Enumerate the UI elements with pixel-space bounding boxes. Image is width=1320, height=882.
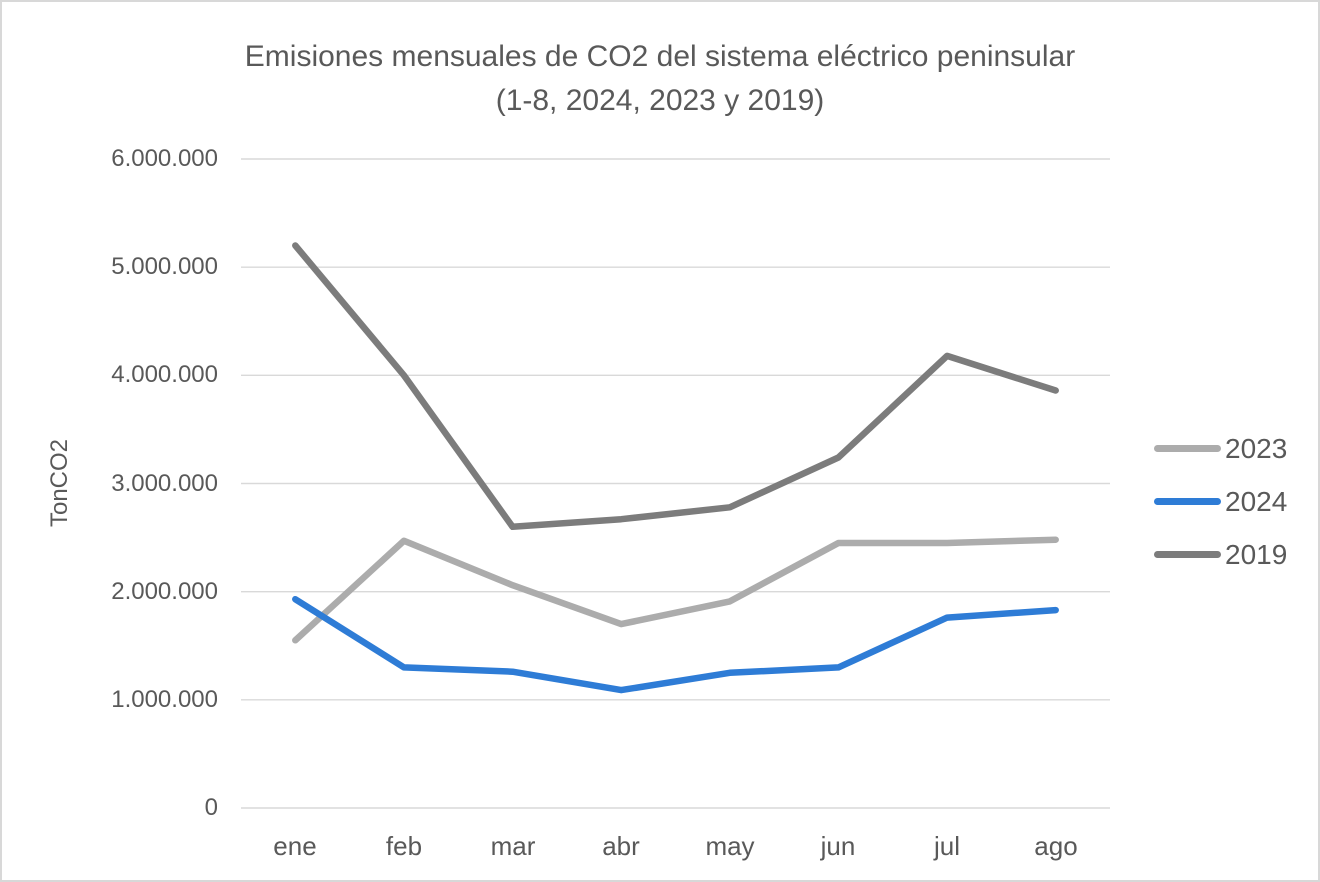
x-tick-label: ago [1034,831,1078,861]
y-tick-label: 3.000.000 [111,470,218,497]
series-line-2023 [292,536,1059,644]
x-tick-label: ene [273,831,317,861]
y-tick-label: 2.000.000 [111,578,218,605]
x-tick-label: feb [385,831,423,861]
legend-item-2019: 2019 [1154,528,1287,581]
chart-title-line2: (1-8, 2024, 2023 y 2019) [495,84,825,117]
legend: 2023 2024 2019 [1154,422,1287,581]
chart-title: Emisiones mensuales de CO2 del sistema e… [2,35,1318,123]
legend-line-swatch [1154,551,1221,558]
x-tick-label: jul [933,831,960,861]
chart-title-line1: Emisiones mensuales de CO2 del sistema e… [244,40,1076,73]
legend-label: 2023 [1225,432,1288,464]
legend-label: 2019 [1225,538,1288,570]
legend-item-2024: 2024 [1154,475,1287,528]
legend-line-swatch [1154,445,1221,452]
plot-area [241,158,1110,809]
y-tick-label: 4.000.000 [111,361,218,388]
legend-line-swatch [1154,498,1221,505]
series-line-2024 [292,595,1059,694]
x-tick-label: jun [820,831,856,861]
series-line-2019 [292,242,1059,531]
y-tick-label: 1.000.000 [111,686,218,713]
y-tick-label: 0 [204,794,218,821]
legend-label: 2024 [1225,485,1288,517]
x-tick-label: mar [490,831,536,861]
y-tick-label: 6.000.000 [111,145,218,172]
x-tick-label: may [705,831,755,861]
legend-item-2023: 2023 [1154,422,1287,475]
y-tick-label: 5.000.000 [111,253,218,280]
x-tick-label: abr [602,831,640,861]
